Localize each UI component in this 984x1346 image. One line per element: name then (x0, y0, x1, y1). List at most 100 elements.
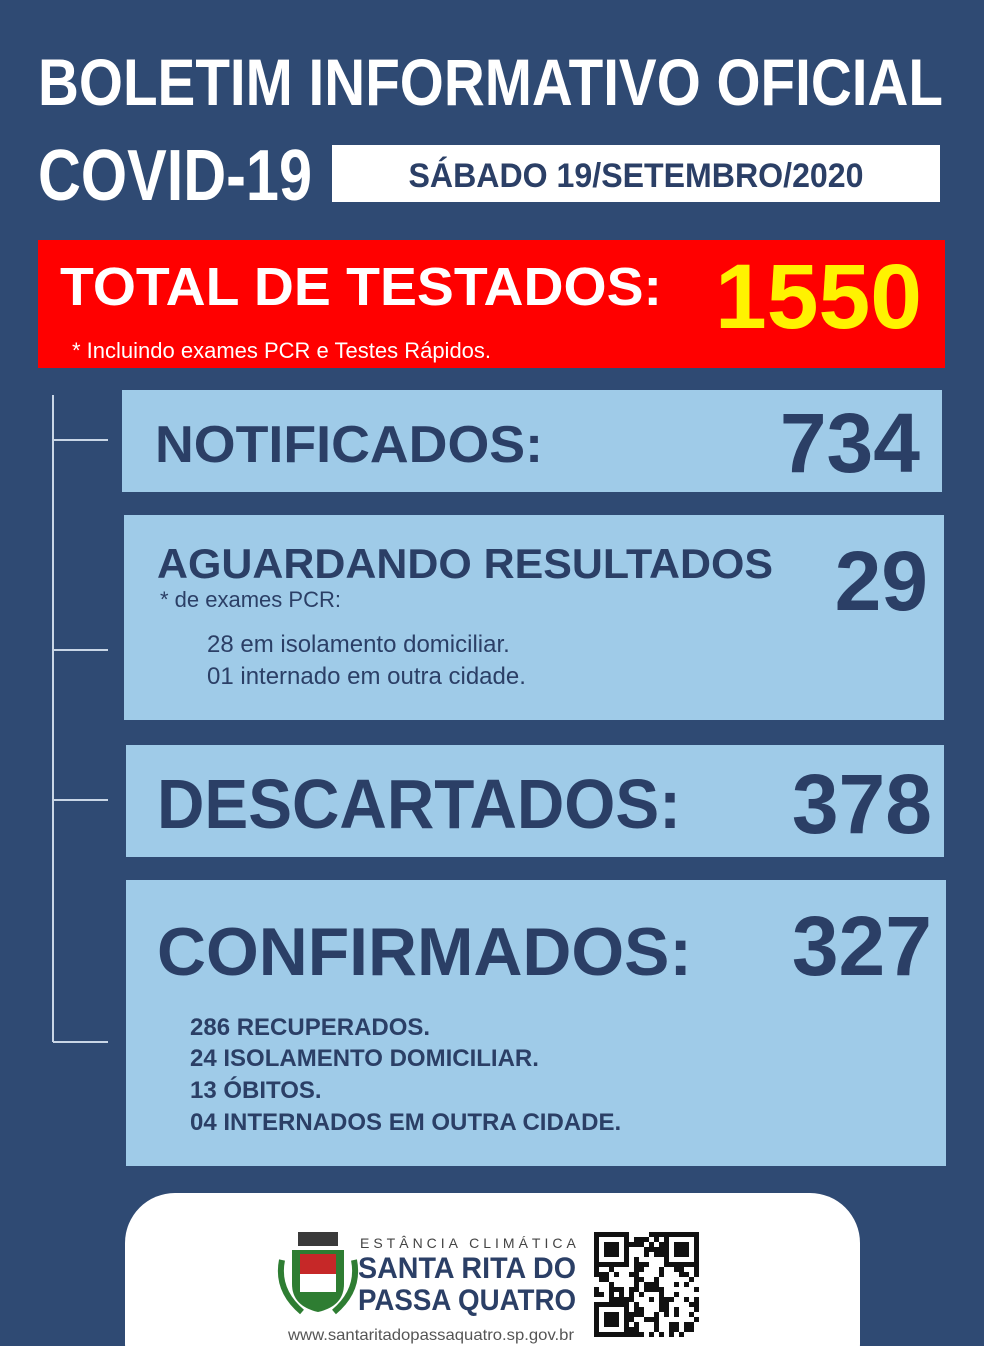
title-line2: COVID-19 (38, 136, 312, 216)
qr-module (649, 1332, 654, 1337)
qr-module (659, 1252, 664, 1257)
qr-module (689, 1322, 694, 1327)
qr-module (639, 1312, 644, 1317)
qr-module (634, 1312, 639, 1317)
qr-module (659, 1232, 664, 1237)
detail: 286 RECUPERADOS. (190, 1014, 430, 1041)
qr-module (619, 1287, 624, 1292)
qr-module (664, 1297, 669, 1302)
total-value: 1550 (715, 246, 922, 348)
qr-module (634, 1267, 639, 1272)
section-box (126, 880, 946, 1166)
qr-module (629, 1272, 634, 1277)
qr-module (649, 1282, 654, 1287)
section-label: NOTIFICADOS: (155, 416, 543, 474)
qr-module (689, 1327, 694, 1332)
qr-module (694, 1297, 699, 1302)
qr-module (629, 1317, 634, 1322)
qr-module (664, 1302, 669, 1307)
qr-module (659, 1302, 664, 1307)
qr-module (604, 1277, 609, 1282)
qr-module (659, 1287, 664, 1292)
qr-module (614, 1297, 619, 1302)
qr-module (644, 1237, 649, 1242)
qr-module (644, 1317, 649, 1322)
qr-module (679, 1332, 684, 1337)
qr-module (694, 1272, 699, 1277)
qr-module (644, 1252, 649, 1257)
section-label: AGUARDANDO RESULTADOS (157, 540, 773, 587)
qr-module (684, 1322, 689, 1327)
footer-name: SANTA RITA DO (358, 1252, 576, 1285)
section-box (124, 515, 944, 720)
qr-module (639, 1267, 644, 1272)
footer-name: PASSA QUATRO (358, 1284, 576, 1317)
qr-module (694, 1307, 699, 1312)
qr-module (684, 1327, 689, 1332)
qr-module (649, 1297, 654, 1302)
qr-module (634, 1242, 639, 1247)
qr-module (629, 1242, 634, 1247)
qr-module (679, 1267, 684, 1272)
qr-module (694, 1267, 699, 1272)
qr-module (644, 1262, 649, 1267)
section-note: * de exames PCR: (160, 587, 341, 612)
qr-module (669, 1327, 674, 1332)
qr-module (634, 1277, 639, 1282)
qr-module (654, 1312, 659, 1317)
qr-module (639, 1277, 644, 1282)
qr-module (654, 1282, 659, 1287)
qr-module (604, 1312, 619, 1327)
qr-module (639, 1262, 644, 1267)
qr-module (634, 1302, 639, 1307)
detail: 13 ÓBITOS. (190, 1076, 322, 1104)
footer-url: www.santaritadopassaquatro.sp.gov.br (287, 1327, 575, 1344)
qr-module (624, 1297, 629, 1302)
qr-module (669, 1332, 674, 1337)
qr-module (689, 1302, 694, 1307)
qr-module (639, 1307, 644, 1312)
qr-module (629, 1297, 634, 1302)
qr-module (654, 1322, 659, 1327)
qr-module (674, 1327, 679, 1332)
qr-module (659, 1292, 664, 1297)
qr-module (634, 1327, 639, 1332)
qr-module (669, 1297, 674, 1302)
qr-module (659, 1242, 664, 1247)
qr-module (659, 1267, 664, 1272)
qr-module (629, 1292, 634, 1297)
qr-module (674, 1322, 679, 1327)
qr-module (689, 1312, 694, 1317)
title-line1: BOLETIM INFORMATIVO OFICIAL (38, 45, 943, 119)
qr-module (634, 1322, 639, 1327)
qr-module (674, 1282, 679, 1287)
qr-module (654, 1287, 659, 1292)
qr-module (679, 1272, 684, 1277)
qr-module (654, 1247, 659, 1252)
qr-module (684, 1282, 689, 1287)
qr-module (639, 1332, 644, 1337)
qr-module (669, 1322, 674, 1327)
qr-module (609, 1297, 614, 1302)
qr-module (654, 1232, 659, 1237)
qr-module (664, 1312, 669, 1317)
qr-module (684, 1272, 689, 1277)
total-note: * Incluindo exames PCR e Testes Rápidos. (72, 338, 491, 363)
qr-module (639, 1292, 644, 1297)
qr-module (639, 1237, 644, 1242)
qr-module (629, 1287, 634, 1292)
qr-module (634, 1257, 639, 1262)
section-box (122, 390, 942, 492)
qr-module (659, 1247, 664, 1252)
qr-module (659, 1297, 664, 1302)
qr-module (649, 1232, 654, 1237)
qr-module (634, 1307, 639, 1312)
qr-module (599, 1277, 604, 1282)
qr-module (629, 1327, 634, 1332)
detail: 01 internado em outra cidade. (207, 663, 526, 690)
qr-module (659, 1307, 664, 1312)
qr-code (594, 1232, 699, 1337)
qr-module (644, 1287, 649, 1292)
